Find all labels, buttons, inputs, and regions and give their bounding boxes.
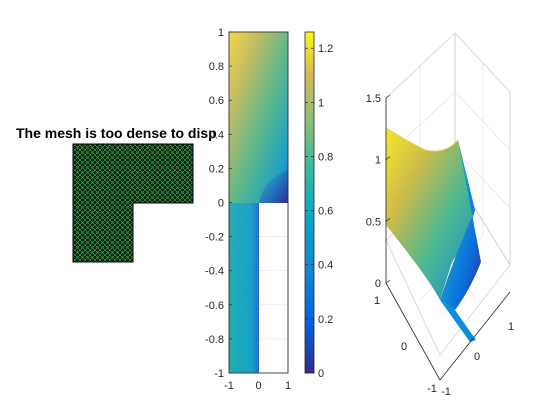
surface-tail (440, 300, 476, 342)
heatmap-ticks: -1 -0.8 -0.6 -0.4 -0.2 0 0.2 0.4 0.6 0.8 1 -1 0 1 (205, 27, 291, 392)
surface-ytick-label: -1 (427, 383, 437, 395)
heatmap-subplot: -1 -0.8 -0.6 -0.4 -0.2 0 0.2 0.4 0.6 0.8 1 -1 0 1 0 0.… (205, 27, 333, 392)
surface-axis-lines (385, 98, 511, 381)
colorbar-tick-label: 1.2 (318, 43, 333, 55)
surface-edge (385, 127, 459, 152)
heatmap-ytick-label: 0 (218, 198, 224, 210)
colorbar-tick-label: 0.4 (318, 260, 333, 272)
surface-ytick-label: 1 (374, 295, 380, 307)
surface-xtick-label: 1 (508, 321, 514, 333)
heatmap-ytick-label: -1 (214, 368, 224, 380)
heatmap-xtick-label: -1 (224, 380, 234, 392)
surface-ztick-label: 1.5 (366, 93, 381, 105)
surface-ztick-label: 0.5 (366, 216, 381, 228)
surface-ztick-label: 1 (375, 155, 381, 167)
mesh-region (72, 143, 194, 263)
mesh-title: The mesh is too dense to disp (16, 125, 217, 141)
heatmap-ytick-label: -0.4 (205, 266, 224, 278)
surface-left-face (386, 128, 475, 300)
colorbar-tick-label: 0.2 (318, 314, 333, 326)
heatmap-corner-shade (259, 170, 288, 203)
heatmap-xtick-label: 1 (285, 380, 291, 392)
surface-subplot: 0 0.5 1 1.5 -1 0 1 -1 0 1 (366, 31, 514, 398)
colorbar-tick-label: 0.6 (318, 206, 333, 218)
heatmap-ytick-label: 0.8 (209, 61, 224, 73)
mesh-subplot: The mesh is too dense to disp (16, 125, 217, 263)
colorbar-tick-label: 0 (318, 368, 324, 380)
surface-ytick-label: 0 (401, 341, 407, 353)
heatmap-bottom-shade (229, 203, 259, 373)
heatmap-ytick-label: 0.2 (209, 163, 224, 175)
heatmap-ytick-label: -0.8 (205, 334, 224, 346)
surface-xtick-label: 0 (474, 351, 480, 363)
surface-ztick-mark (385, 218, 391, 222)
heatmap-ytick-label: -0.6 (205, 300, 224, 312)
surface-ztick-mark (385, 156, 391, 160)
heatmap-ytick-label: -0.2 (205, 232, 224, 244)
colorbar-ticks: 0 0.2 0.4 0.6 0.8 1 1.2 (305, 43, 333, 380)
heatmap-ytick-label: 0.4 (209, 129, 224, 141)
heatmap-ytick-label: 1 (218, 27, 224, 39)
heatmap-top-region (229, 32, 288, 203)
heatmap-xtick-label: 0 (255, 380, 261, 392)
surface-xtick-label: -1 (441, 386, 451, 398)
surface-right-face (440, 140, 481, 310)
colorbar (304, 31, 315, 374)
surface-ztick-label: 0 (375, 278, 381, 290)
surface-ztick-mark (385, 279, 391, 284)
surface-ticks: 0 0.5 1 1.5 -1 0 1 -1 0 1 (366, 93, 514, 398)
surface-ztick-mark (385, 94, 391, 99)
colorbar-tick-label: 1 (318, 97, 324, 109)
heatmap-ytick-label: 0.6 (209, 95, 224, 107)
colorbar-tick-label: 0.8 (318, 151, 333, 163)
